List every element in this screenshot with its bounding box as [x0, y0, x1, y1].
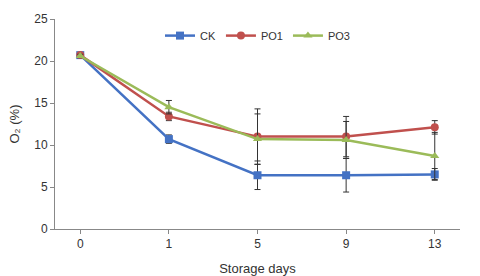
svg-text:0: 0: [41, 222, 48, 236]
svg-text:25: 25: [34, 12, 48, 26]
svg-text:5: 5: [254, 237, 261, 251]
svg-text:PO3: PO3: [328, 30, 350, 42]
svg-text:0: 0: [77, 237, 84, 251]
svg-text:Storage days: Storage days: [219, 261, 296, 276]
svg-text:1: 1: [166, 237, 173, 251]
svg-text:15: 15: [34, 96, 48, 110]
svg-text:10: 10: [34, 138, 48, 152]
svg-text:O₂ (%): O₂ (%): [7, 105, 22, 144]
svg-text:20: 20: [34, 54, 48, 68]
svg-text:13: 13: [428, 237, 442, 251]
svg-text:5: 5: [41, 180, 48, 194]
svg-text:PO1: PO1: [261, 30, 283, 42]
svg-text:9: 9: [343, 237, 350, 251]
svg-text:CK: CK: [200, 30, 216, 42]
